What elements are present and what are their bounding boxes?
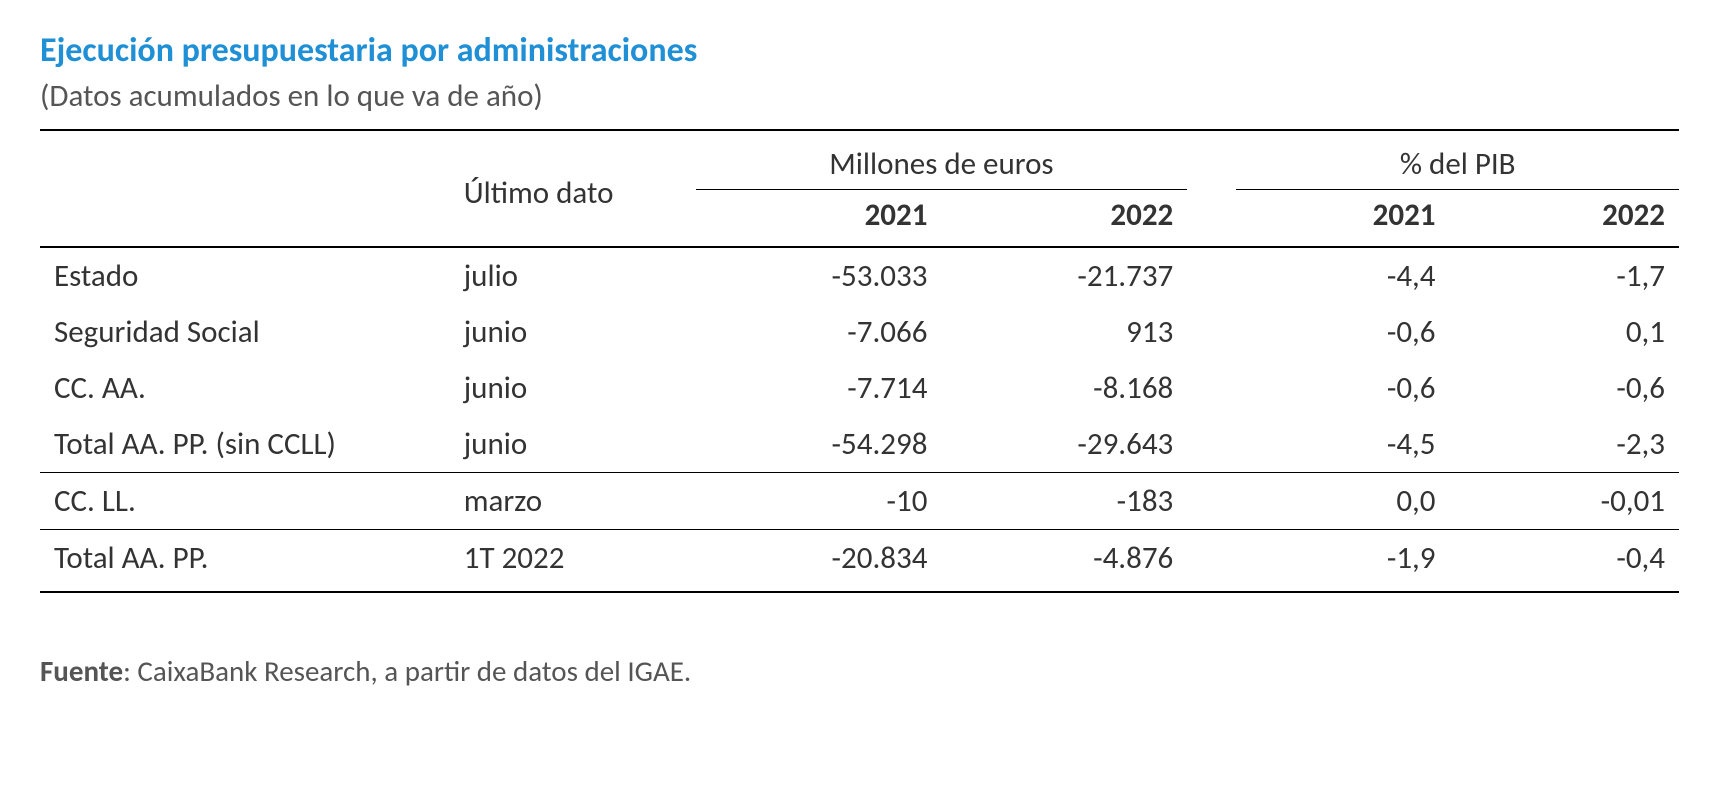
- table-row: Seguridad Social junio -7.066 913 -0,6 0…: [40, 304, 1679, 360]
- table-row: CC. LL. marzo -10 -183 0,0 -0,01: [40, 473, 1679, 530]
- cell-name: Total AA. PP.: [40, 530, 450, 593]
- table-row: Total AA. PP. (sin CCLL) junio -54.298 -…: [40, 416, 1679, 473]
- header-blank-2: [40, 190, 450, 248]
- cell-name: Seguridad Social: [40, 304, 450, 360]
- cell-m2021: -54.298: [696, 416, 942, 473]
- cell-m2022: 913: [941, 304, 1187, 360]
- header-millions: Millones de euros: [696, 130, 1188, 190]
- header-p2022: 2022: [1450, 190, 1680, 248]
- cell-m2022: -4.876: [941, 530, 1187, 593]
- cell-last: junio: [450, 304, 696, 360]
- cell-name: CC. LL.: [40, 473, 450, 530]
- table-row: CC. AA. junio -7.714 -8.168 -0,6 -0,6: [40, 360, 1679, 416]
- budget-table: Último dato Millones de euros % del PIB …: [40, 129, 1679, 593]
- cell-name: Estado: [40, 247, 450, 304]
- cell-last: 1T 2022: [450, 530, 696, 593]
- cell-last: junio: [450, 360, 696, 416]
- cell-p2021: -1,9: [1236, 530, 1449, 593]
- cell-last: julio: [450, 247, 696, 304]
- cell-m2022: -29.643: [941, 416, 1187, 473]
- cell-m2021: -7.714: [696, 360, 942, 416]
- source-text: : CaixaBank Research, a partir de datos …: [123, 653, 691, 689]
- cell-m2021: -10: [696, 473, 942, 530]
- cell-p2022: -1,7: [1450, 247, 1680, 304]
- header-gap-2: [1187, 190, 1236, 248]
- cell-m2021: -7.066: [696, 304, 942, 360]
- table-row: Total AA. PP. 1T 2022 -20.834 -4.876 -1,…: [40, 530, 1679, 593]
- cell-p2021: -0,6: [1236, 360, 1449, 416]
- cell-m2022: -8.168: [941, 360, 1187, 416]
- header-m2021: 2021: [696, 190, 942, 248]
- cell-m2022: -21.737: [941, 247, 1187, 304]
- header-p2021: 2021: [1236, 190, 1449, 248]
- cell-last: marzo: [450, 473, 696, 530]
- cell-m2021: -20.834: [696, 530, 942, 593]
- cell-gap: [1187, 360, 1236, 416]
- table-title: Ejecución presupuestaria por administrac…: [40, 30, 1679, 71]
- cell-m2022: -183: [941, 473, 1187, 530]
- cell-p2022: -0,4: [1450, 530, 1680, 593]
- cell-p2022: -0,01: [1450, 473, 1680, 530]
- table-subtitle: (Datos acumulados en lo que va de año): [40, 77, 1679, 115]
- header-pct-gdp: % del PIB: [1236, 130, 1679, 190]
- cell-p2021: -0,6: [1236, 304, 1449, 360]
- cell-gap: [1187, 530, 1236, 593]
- source-line: Fuente: CaixaBank Research, a partir de …: [40, 653, 1679, 689]
- cell-name: CC. AA.: [40, 360, 450, 416]
- cell-gap: [1187, 304, 1236, 360]
- cell-last: junio: [450, 416, 696, 473]
- header-gap: [1187, 130, 1236, 190]
- header-last-data: Último dato: [450, 130, 696, 247]
- cell-m2021: -53.033: [696, 247, 942, 304]
- cell-p2021: 0,0: [1236, 473, 1449, 530]
- source-label: Fuente: [40, 653, 123, 689]
- cell-p2022: 0,1: [1450, 304, 1680, 360]
- cell-p2022: -0,6: [1450, 360, 1680, 416]
- cell-gap: [1187, 247, 1236, 304]
- header-blank: [40, 130, 450, 190]
- cell-p2021: -4,4: [1236, 247, 1449, 304]
- cell-p2022: -2,3: [1450, 416, 1680, 473]
- cell-name: Total AA. PP. (sin CCLL): [40, 416, 450, 473]
- cell-gap: [1187, 416, 1236, 473]
- header-m2022: 2022: [941, 190, 1187, 248]
- cell-p2021: -4,5: [1236, 416, 1449, 473]
- cell-gap: [1187, 473, 1236, 530]
- table-row: Estado julio -53.033 -21.737 -4,4 -1,7: [40, 247, 1679, 304]
